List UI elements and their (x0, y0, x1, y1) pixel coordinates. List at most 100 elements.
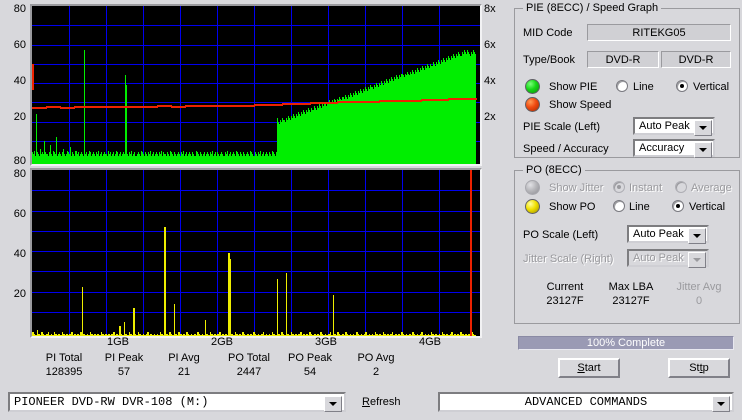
jitter-average-label: Average (691, 182, 732, 194)
stat-label: PO Total (228, 352, 270, 364)
chevron-down-icon[interactable] (712, 396, 730, 412)
book-value: DVD-R (678, 53, 714, 66)
stat-value: 2447 (236, 366, 262, 378)
progress-text: 100% Complete (586, 337, 666, 349)
stat-label: PI Total (45, 352, 83, 364)
pie-vertical-radio[interactable] (676, 80, 688, 92)
current-label: Current (546, 281, 584, 293)
po-vertical-label[interactable]: Vertical (689, 201, 726, 213)
upper-ytick-80: 80 (13, 3, 26, 15)
mid-code-value: RITEKG05 (632, 26, 686, 39)
lower-ytick-80: 80 (13, 168, 26, 180)
stat-pi-total: PI Total 128395 (22, 352, 106, 379)
show-pie-label[interactable]: Show PIE (549, 81, 598, 93)
po-plot[interactable] (30, 168, 482, 338)
upper-ytick-60: 60 (13, 39, 26, 51)
type-value: DVD-R (605, 53, 641, 66)
show-jitter-label: Show Jitter (549, 182, 604, 194)
pie-line-label[interactable]: Line (633, 81, 654, 93)
progress-bar: 100% Complete (518, 336, 734, 350)
po-line-label[interactable]: Line (629, 201, 650, 213)
speed-accuracy-select[interactable]: Accuracy (633, 139, 715, 158)
po-group: PO (8ECC) Show Jitter Instant Average Sh… (514, 164, 740, 324)
chevron-down-icon (688, 252, 706, 268)
stat-pi-avg: PI Avg 21 (142, 352, 226, 379)
lower-ytick-60: 60 (13, 208, 26, 220)
show-speed-label[interactable]: Show Speed (549, 99, 612, 111)
jitter-scale-select: Auto Peak (627, 249, 709, 268)
upper-ytick-20: 20 (13, 111, 26, 123)
stat-value: 128395 (45, 366, 83, 378)
show-pie-led-icon[interactable] (525, 79, 540, 94)
right-panel: PIE (8ECC) / Speed Graph MID Code RITEKG… (510, 0, 742, 390)
book-field: DVD-R (661, 51, 731, 68)
pie-speed-group: PIE (8ECC) / Speed Graph MID Code RITEKG… (514, 2, 740, 158)
pie-line-radio[interactable] (616, 80, 628, 92)
mid-code-label: MID Code (523, 27, 573, 39)
upper-speed-tick-4x: 4x (484, 75, 496, 87)
upper-speed-tick-8x: 8x (484, 3, 496, 15)
scan-statistics: PI Total 128395 PI Peak 57 PI Avg 21 PO … (0, 352, 500, 384)
jitter-scale-label: Jitter Scale (Right) (523, 253, 614, 265)
stat-po-avg: PO Avg 2 (334, 352, 418, 379)
xtick-1gb: 1GB (106, 336, 130, 348)
po-scale-label: PO Scale (Left) (523, 229, 599, 241)
jitter-avg-label: Jitter Avg (676, 281, 722, 293)
pie-scale-select[interactable]: Auto Peak (633, 117, 715, 136)
chevron-down-icon[interactable] (324, 396, 342, 412)
show-po-led-icon[interactable] (525, 199, 540, 214)
drive-select[interactable]: PIONEER DVD-RW DVR-108 (M:) (8, 392, 346, 412)
start-button[interactable]: Start (558, 358, 620, 378)
jitter-avg-value: 0 (695, 295, 703, 307)
xtick-3gb: 3GB (314, 336, 338, 348)
stat-value: 2 (372, 366, 380, 378)
upper-speed-tick-2x: 2x (484, 111, 496, 123)
chevron-down-icon[interactable] (694, 142, 712, 158)
show-po-label[interactable]: Show PO (549, 201, 596, 213)
pie-vertical-label[interactable]: Vertical (693, 81, 730, 93)
stat-value: 21 (177, 366, 191, 378)
speed-accuracy-value: Accuracy (639, 142, 685, 154)
po-line-radio[interactable] (613, 200, 625, 212)
upper-ytick-baseline: 80 (13, 155, 26, 167)
pie-group-title: PIE (8ECC) / Speed Graph (523, 2, 662, 14)
refresh-label[interactable]: Refresh (362, 396, 401, 408)
pie-scale-label: PIE Scale (Left) (523, 121, 601, 133)
upper-ytick-40: 40 (13, 75, 26, 87)
stat-pi-peak: PI Peak 57 (82, 352, 166, 379)
xtick-2gb: 2GB (210, 336, 234, 348)
lower-ytick-40: 40 (13, 248, 26, 260)
lower-ytick-20: 20 (13, 288, 26, 300)
chevron-down-icon[interactable] (688, 228, 706, 244)
stat-label: PO Avg (357, 352, 395, 364)
jitter-average-radio (675, 181, 687, 193)
show-jitter-led-icon (525, 180, 540, 195)
po-group-title: PO (8ECC) (523, 164, 585, 176)
drive-select-value: PIONEER DVD-RW DVR-108 (M:) (14, 395, 209, 409)
max-lba-value: 23127F (612, 295, 650, 307)
jitter-scale-value: Auto Peak (633, 252, 684, 264)
stat-label: PI Peak (104, 352, 144, 364)
x-axis-labels: 1GB 2GB 3GB 4GB (0, 336, 508, 350)
po-vertical-radio[interactable] (672, 200, 684, 212)
pie-speed-plot[interactable] (30, 4, 482, 166)
stat-po-peak: PO Peak 54 (268, 352, 352, 379)
jitter-instant-label: Instant (629, 182, 663, 194)
stat-label: PI Avg (168, 352, 200, 364)
po-scale-select[interactable]: Auto Peak (627, 225, 709, 244)
po-series (32, 170, 480, 336)
stat-value: 54 (303, 366, 317, 378)
max-lba-label: Max LBA (608, 281, 654, 293)
stop-button[interactable]: Sttp (668, 358, 730, 378)
xtick-4gb: 4GB (418, 336, 442, 348)
type-field: DVD-R (587, 51, 659, 68)
show-speed-led-icon[interactable] (525, 97, 540, 112)
chevron-down-icon[interactable] (694, 120, 712, 136)
stat-po-total: PO Total 2447 (207, 352, 291, 379)
advanced-commands-select[interactable]: ADVANCED COMMANDS (438, 392, 734, 412)
type-book-label: Type/Book (523, 54, 575, 66)
stat-value: 57 (117, 366, 131, 378)
speed-accuracy-label: Speed / Accuracy (523, 143, 609, 155)
upper-speed-tick-6x: 6x (484, 39, 496, 51)
